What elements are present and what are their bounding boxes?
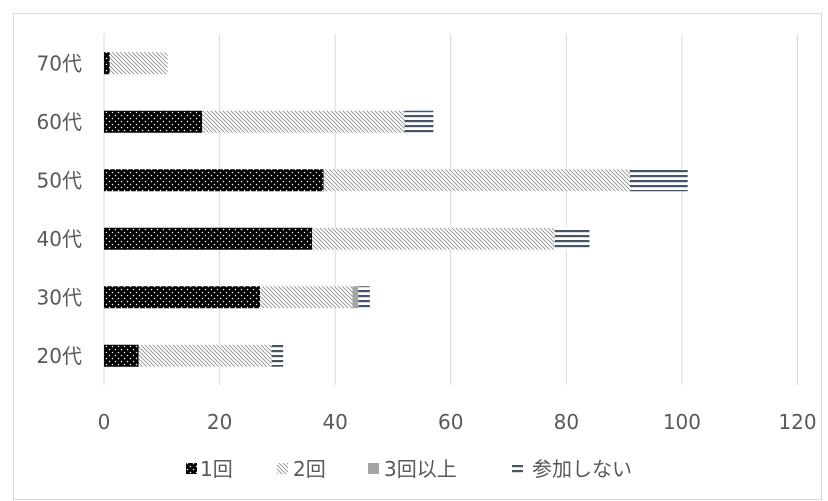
legend-label: 3回以上 xyxy=(384,457,457,481)
y-category-label: 30代 xyxy=(37,285,82,309)
legend-label: 参加しない xyxy=(532,457,632,481)
gridlines xyxy=(103,34,798,385)
legend-marker-2回 xyxy=(277,463,288,474)
x-tick-label: 20 xyxy=(207,410,232,434)
bar-segment-1回-40代 xyxy=(104,227,313,250)
bar-segment-2回-70代 xyxy=(109,52,168,75)
x-tick-label: 40 xyxy=(322,410,347,434)
y-axis-labels: 20代 30代 40代 50代 60代 70代 xyxy=(37,51,82,368)
legend-marker-3回以上 xyxy=(368,463,379,474)
bar-segment-2回-40代 xyxy=(312,227,555,250)
legend: 1回 2回 3回以上 参加しない xyxy=(186,457,632,481)
bar-segment-参加しない-20代 xyxy=(271,344,284,367)
legend-marker-1回 xyxy=(186,463,197,474)
bar-segment-参加しない-30代 xyxy=(358,286,370,309)
y-category-label: 20代 xyxy=(37,344,82,368)
y-category-label: 50代 xyxy=(37,168,82,192)
bar-segment-3回以上-30代 xyxy=(352,286,359,309)
legend-label: 1回 xyxy=(200,457,233,481)
bar-segment-1回-20代 xyxy=(104,344,139,367)
bar-segment-2回-20代 xyxy=(138,344,272,367)
x-tick-label: 60 xyxy=(438,410,463,434)
bar-segment-1回-50代 xyxy=(104,169,324,192)
bar-segment-参加しない-60代 xyxy=(404,110,434,133)
legend-marker-参加しない xyxy=(512,463,523,474)
y-category-label: 40代 xyxy=(37,227,82,251)
legend-label: 2回 xyxy=(293,457,326,481)
bar-segment-2回-50代 xyxy=(323,169,630,192)
bar-segment-1回-30代 xyxy=(104,286,261,309)
x-tick-label: 120 xyxy=(778,410,816,434)
x-axis-labels: 0 20 40 60 80 100 120 xyxy=(98,410,817,434)
bar-segment-参加しない-40代 xyxy=(554,227,590,250)
x-tick-label: 100 xyxy=(663,410,701,434)
y-category-label: 60代 xyxy=(37,110,82,134)
bar-segment-参加しない-50代 xyxy=(629,169,688,192)
bar-segment-1回-70代 xyxy=(104,52,110,75)
bar-segment-1回-60代 xyxy=(104,110,203,133)
chart-border xyxy=(13,13,822,500)
x-tick-label: 80 xyxy=(554,410,579,434)
x-tick-label: 0 xyxy=(98,410,111,434)
bar-segment-2回-60代 xyxy=(202,110,405,133)
bar-segment-2回-30代 xyxy=(260,286,353,309)
bars xyxy=(104,52,688,367)
y-category-label: 70代 xyxy=(37,51,82,75)
